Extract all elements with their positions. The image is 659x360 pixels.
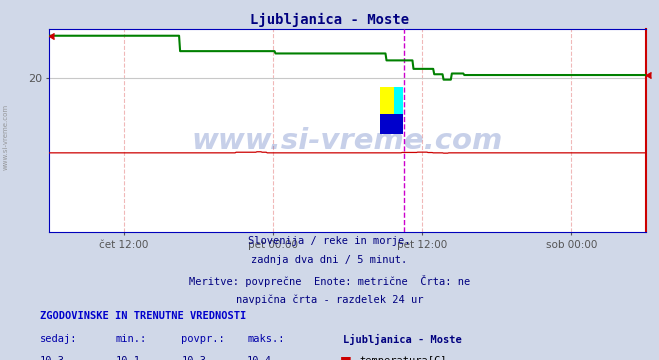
Bar [380, 87, 393, 114]
Text: Meritve: povprečne  Enote: metrične  Črta: ne: Meritve: povprečne Enote: metrične Črta:… [189, 275, 470, 287]
Text: temperatura[C]: temperatura[C] [359, 356, 447, 360]
Text: maks.:: maks.: [247, 334, 285, 344]
Text: 10,4: 10,4 [247, 356, 272, 360]
Bar [393, 87, 403, 114]
Text: Ljubljanica - Moste: Ljubljanica - Moste [343, 334, 461, 345]
Text: sedaj:: sedaj: [40, 334, 77, 344]
Text: ■: ■ [339, 354, 351, 360]
Text: 10,3: 10,3 [40, 356, 65, 360]
Bar [380, 114, 403, 134]
Text: Ljubljanica - Moste: Ljubljanica - Moste [250, 13, 409, 27]
Text: Slovenija / reke in morje.: Slovenija / reke in morje. [248, 236, 411, 246]
Text: zadnja dva dni / 5 minut.: zadnja dva dni / 5 minut. [251, 255, 408, 265]
Text: 10,3: 10,3 [181, 356, 206, 360]
Text: 10,1: 10,1 [115, 356, 140, 360]
Text: ZGODOVINSKE IN TRENUTNE VREDNOSTI: ZGODOVINSKE IN TRENUTNE VREDNOSTI [40, 311, 246, 321]
Text: www.si-vreme.com: www.si-vreme.com [2, 104, 9, 170]
Text: povpr.:: povpr.: [181, 334, 225, 344]
Text: min.:: min.: [115, 334, 146, 344]
Text: navpična črta - razdelek 24 ur: navpična črta - razdelek 24 ur [236, 294, 423, 305]
Text: www.si-vreme.com: www.si-vreme.com [192, 127, 503, 155]
